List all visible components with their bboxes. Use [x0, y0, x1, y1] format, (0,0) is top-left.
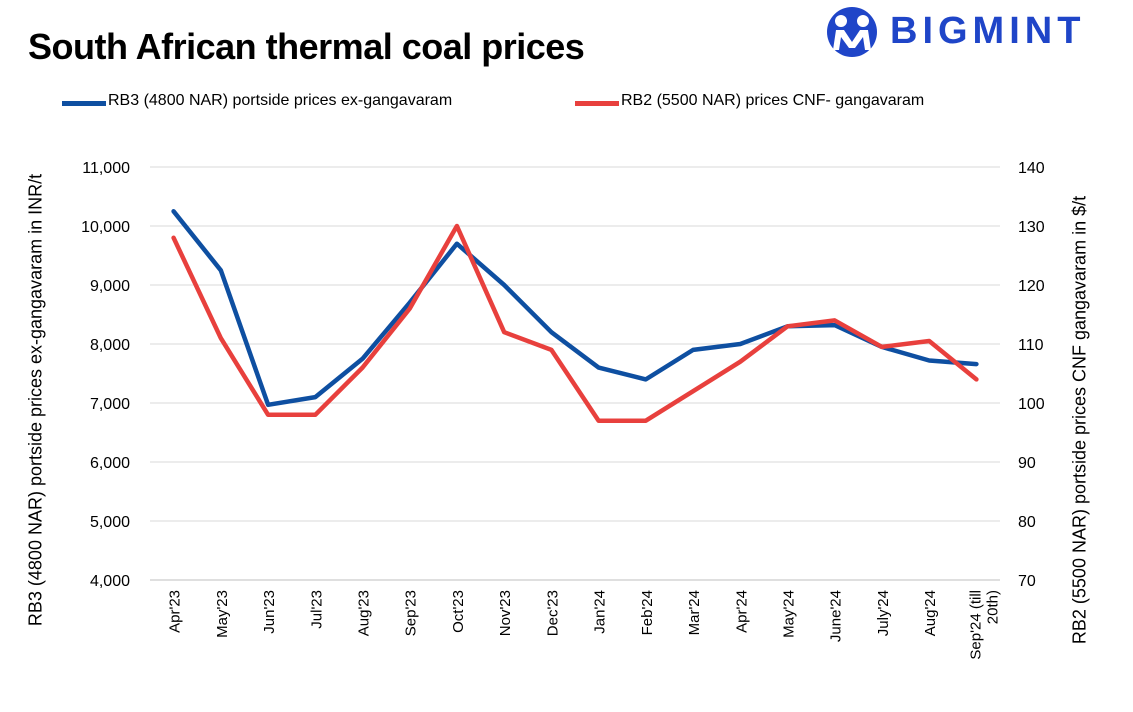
legend-label-rb2: RB2 (5500 NAR) prices CNF- gangavaram [621, 92, 925, 109]
brand-name: BIGMINT [890, 10, 1086, 52]
series-lines [171, 209, 979, 423]
y-left-tick-label: 10,000 [81, 219, 130, 236]
y-left-tick-label: 5,000 [90, 514, 130, 531]
x-tick-label: May'24 [781, 590, 798, 638]
bigmint-logo-icon [827, 7, 877, 57]
tick-labels: 4,000 5,000 6,000 7,000 8,000 9,000 10,000 11,0… [81, 160, 1045, 660]
x-tick-label: Jun'23 [261, 590, 278, 634]
legend-swatch-rb2 [575, 101, 619, 106]
x-tick-label: Jan'24 [592, 590, 609, 634]
y-right-tick-label: 110 [1018, 337, 1044, 354]
y-left-tick-label: 4,000 [90, 573, 130, 590]
y-left-tick-label: 8,000 [90, 337, 130, 354]
x-tick-label: May'23 [214, 590, 231, 638]
y-left-tick-label: 7,000 [90, 396, 130, 413]
y-right-tick-label: 80 [1018, 514, 1036, 531]
y-left-tick-label: 9,000 [90, 278, 130, 295]
x-tick-label: June'24 [828, 590, 845, 642]
brand-logo: BIGMINT [822, 6, 1127, 58]
legend-label-rb3: RB3 (4800 NAR) portside prices ex-gangav… [108, 92, 453, 109]
x-tick-label: Nov'23 [497, 590, 514, 636]
x-tick-label: Feb'24 [639, 590, 656, 635]
y-right-tick-label: 130 [1018, 219, 1045, 236]
x-tick-label: Sep'24 (till20th) [967, 590, 1001, 660]
y-right-tick-label: 140 [1018, 160, 1045, 177]
y-right-tick-label: 100 [1018, 396, 1045, 413]
x-tick-label: Aug'23 [356, 590, 373, 636]
x-tick-label: Dec'23 [544, 590, 561, 636]
x-tick-label: Mar'24 [686, 590, 703, 635]
y-right-tick-label: 70 [1018, 573, 1036, 590]
series-line-rb3 [171, 209, 979, 408]
x-tick-label: Apr'23 [167, 590, 184, 633]
y-right-tick-label: 90 [1018, 455, 1036, 472]
x-tick-label: Oct'23 [450, 590, 467, 633]
x-tick-label: Apr'24 [733, 590, 750, 633]
x-tick-label: Sep'23 [403, 590, 420, 636]
y-left-tick-label: 6,000 [90, 455, 130, 472]
y-right-tick-label: 120 [1018, 278, 1045, 295]
gridlines [150, 166, 1000, 581]
x-tick-label: July'24 [875, 590, 892, 636]
x-tick-label: Aug'24 [922, 590, 939, 636]
x-tick-label: Jul'23 [308, 590, 325, 629]
series-line-rb2 [171, 223, 979, 423]
y-left-tick-label: 11,000 [82, 160, 130, 177]
chart-title: South African thermal coal prices [28, 26, 585, 67]
legend-swatch-rb3 [62, 101, 106, 106]
